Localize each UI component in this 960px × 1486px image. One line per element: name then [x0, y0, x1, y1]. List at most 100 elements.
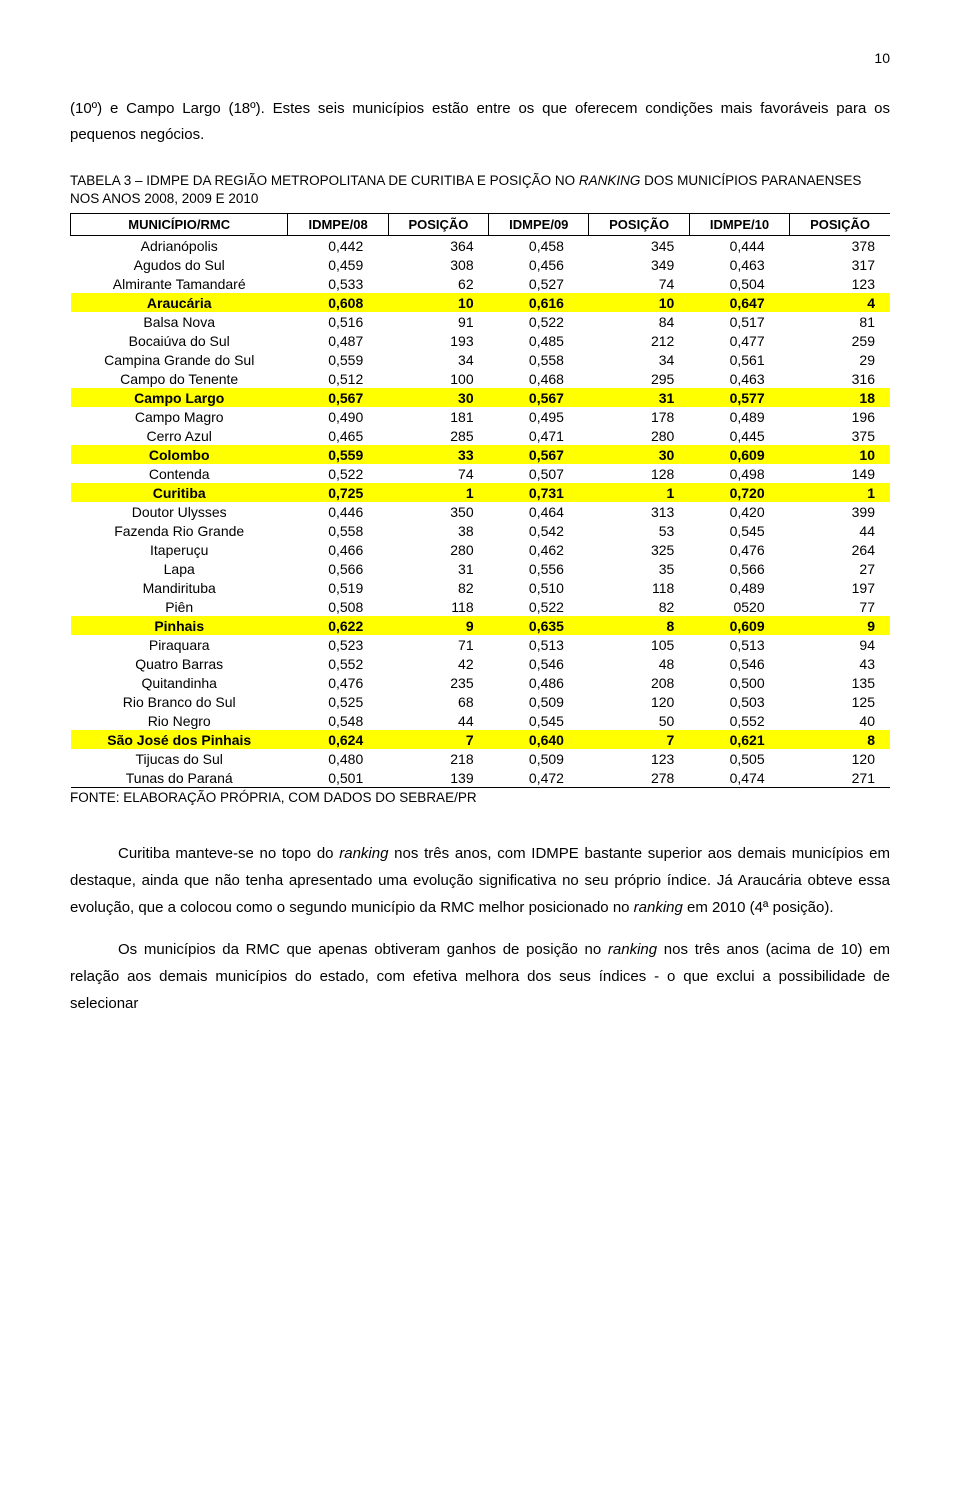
cell-posicao: 259	[790, 331, 890, 350]
cell-posicao: 9	[790, 616, 890, 635]
cell-idmpe: 0,505	[689, 749, 789, 768]
cell-posicao: 40	[790, 711, 890, 730]
para1-text-c: em 2010 (4ª posição).	[683, 899, 834, 916]
cell-posicao: 4	[790, 293, 890, 312]
cell-idmpe: 0,498	[689, 464, 789, 483]
cell-idmpe: 0,444	[689, 236, 789, 256]
cell-posicao: 53	[589, 521, 689, 540]
header-idmpe09: IDMPE/09	[489, 214, 589, 236]
cell-idmpe: 0,548	[288, 711, 388, 730]
cell-posicao: 235	[388, 673, 488, 692]
cell-idmpe: 0,720	[689, 483, 789, 502]
cell-idmpe: 0,542	[489, 521, 589, 540]
cell-posicao: 278	[589, 768, 689, 788]
cell-municipio: Tijucas do Sul	[71, 749, 288, 768]
cell-posicao: 30	[589, 445, 689, 464]
cell-idmpe: 0,527	[489, 274, 589, 293]
cell-posicao: 325	[589, 540, 689, 559]
cell-posicao: 375	[790, 426, 890, 445]
para1-italic-2: ranking	[634, 899, 683, 916]
table-row: Campo Magro0,4901810,4951780,489196	[71, 407, 891, 426]
cell-idmpe: 0,622	[288, 616, 388, 635]
cell-idmpe: 0,616	[489, 293, 589, 312]
cell-idmpe: 0,566	[689, 559, 789, 578]
cell-idmpe: 0,463	[689, 369, 789, 388]
cell-posicao: 349	[589, 255, 689, 274]
source-line: FONTE: ELABORAÇÃO PRÓPRIA, COM DADOS DO …	[70, 790, 890, 805]
cell-posicao: 44	[388, 711, 488, 730]
cell-idmpe: 0,609	[689, 616, 789, 635]
cell-posicao: 82	[589, 597, 689, 616]
cell-idmpe: 0,552	[689, 711, 789, 730]
cell-idmpe: 0,525	[288, 692, 388, 711]
cell-idmpe: 0,552	[288, 654, 388, 673]
header-pos09: POSIÇÃO	[589, 214, 689, 236]
cell-posicao: 7	[589, 730, 689, 749]
cell-posicao: 1	[790, 483, 890, 502]
cell-idmpe: 0,522	[489, 312, 589, 331]
cell-idmpe: 0,640	[489, 730, 589, 749]
cell-posicao: 91	[388, 312, 488, 331]
cell-idmpe: 0,458	[489, 236, 589, 256]
cell-posicao: 74	[388, 464, 488, 483]
cell-idmpe: 0,462	[489, 540, 589, 559]
cell-idmpe: 0,567	[288, 388, 388, 407]
cell-posicao: 212	[589, 331, 689, 350]
table-row: Itaperuçu0,4662800,4623250,476264	[71, 540, 891, 559]
cell-idmpe: 0,504	[689, 274, 789, 293]
cell-posicao: 33	[388, 445, 488, 464]
cell-posicao: 84	[589, 312, 689, 331]
cell-municipio: Araucária	[71, 293, 288, 312]
cell-municipio: Piraquara	[71, 635, 288, 654]
cell-posicao: 82	[388, 578, 488, 597]
table-row: Adrianópolis0,4423640,4583450,444378	[71, 236, 891, 256]
table-row: Curitiba0,72510,73110,7201	[71, 483, 891, 502]
cell-idmpe: 0,509	[489, 692, 589, 711]
para2-italic-1: ranking	[608, 941, 657, 958]
cell-posicao: 280	[388, 540, 488, 559]
cell-posicao: 38	[388, 521, 488, 540]
table-row: Araucária0,608100,616100,6474	[71, 293, 891, 312]
table-row: Quitandinha0,4762350,4862080,500135	[71, 673, 891, 692]
cell-idmpe: 0,725	[288, 483, 388, 502]
cell-idmpe: 0,513	[489, 635, 589, 654]
cell-idmpe: 0,476	[288, 673, 388, 692]
cell-municipio: Campo Largo	[71, 388, 288, 407]
cell-idmpe: 0,513	[689, 635, 789, 654]
cell-idmpe: 0,522	[489, 597, 589, 616]
cell-municipio: Almirante Tamandaré	[71, 274, 288, 293]
cell-municipio: Adrianópolis	[71, 236, 288, 256]
cell-posicao: 120	[589, 692, 689, 711]
cell-posicao: 123	[589, 749, 689, 768]
cell-idmpe: 0,510	[489, 578, 589, 597]
cell-idmpe: 0,621	[689, 730, 789, 749]
caption-part1: TABELA 3 – IDMPE DA REGIÃO METROPOLITANA…	[70, 173, 579, 188]
cell-municipio: Curitiba	[71, 483, 288, 502]
cell-posicao: 149	[790, 464, 890, 483]
cell-posicao: 18	[790, 388, 890, 407]
cell-posicao: 8	[790, 730, 890, 749]
cell-posicao: 43	[790, 654, 890, 673]
body-paragraph-1: Curitiba manteve-se no topo do ranking n…	[70, 840, 890, 921]
cell-posicao: 10	[589, 293, 689, 312]
cell-posicao: 35	[589, 559, 689, 578]
cell-posicao: 280	[589, 426, 689, 445]
cell-idmpe: 0,561	[689, 350, 789, 369]
cell-posicao: 27	[790, 559, 890, 578]
page-number: 10	[70, 50, 890, 66]
cell-idmpe: 0,459	[288, 255, 388, 274]
table-row: Tijucas do Sul0,4802180,5091230,505120	[71, 749, 891, 768]
cell-posicao: 105	[589, 635, 689, 654]
cell-posicao: 81	[790, 312, 890, 331]
cell-idmpe: 0,559	[288, 350, 388, 369]
header-pos10: POSIÇÃO	[790, 214, 890, 236]
header-pos08: POSIÇÃO	[388, 214, 488, 236]
cell-idmpe: 0,635	[489, 616, 589, 635]
cell-municipio: Quitandinha	[71, 673, 288, 692]
cell-posicao: 68	[388, 692, 488, 711]
cell-idmpe: 0,566	[288, 559, 388, 578]
cell-posicao: 135	[790, 673, 890, 692]
cell-posicao: 34	[388, 350, 488, 369]
cell-posicao: 193	[388, 331, 488, 350]
cell-posicao: 1	[589, 483, 689, 502]
